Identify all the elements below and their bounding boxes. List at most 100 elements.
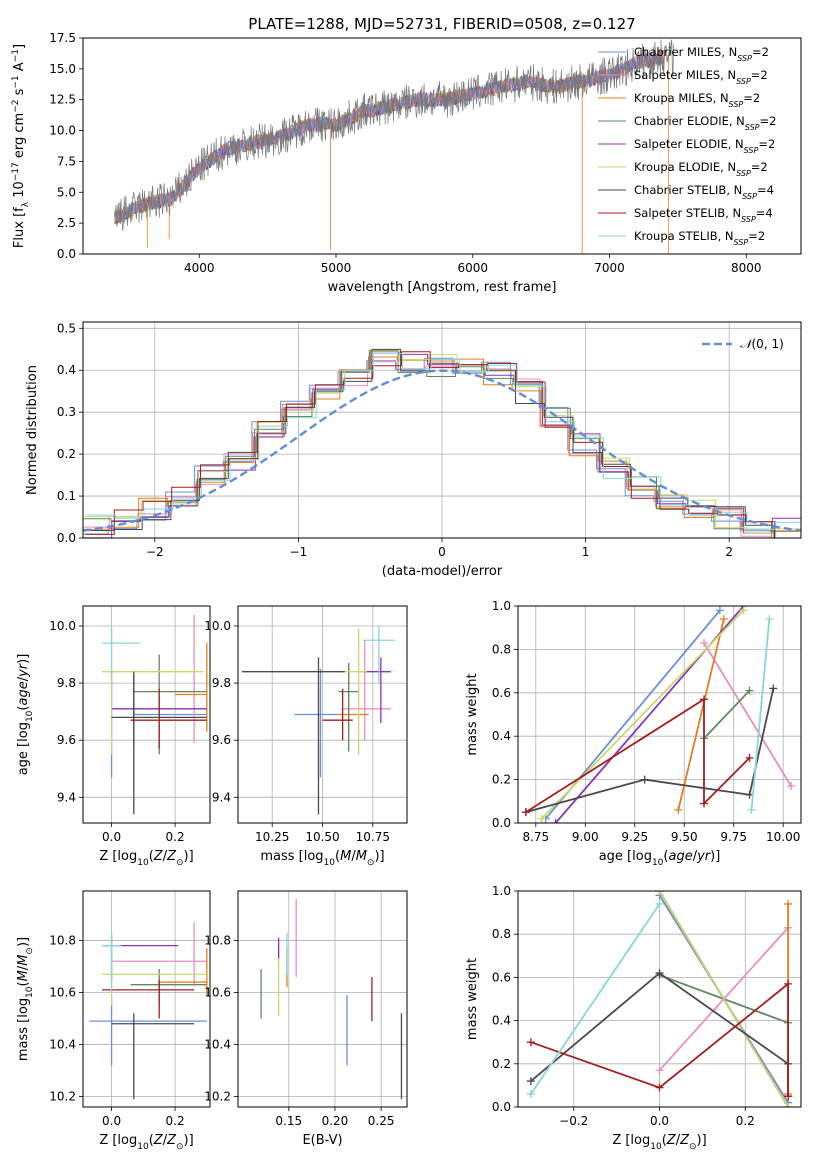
weight-marker: [784, 1103, 793, 1107]
y-tick-label: 0.2: [57, 447, 76, 461]
x-tick-label: 0.0: [102, 1114, 121, 1128]
y-tick-label: 9.6: [57, 733, 76, 747]
legend-label: Kroupa ELODIE, NSSP=2: [634, 160, 768, 178]
y-tick-label: 0.3: [57, 405, 76, 419]
x-tick-label: 10.00: [766, 830, 800, 844]
y-tick-label: 10.0: [204, 619, 231, 633]
x-tick-label: 1: [582, 545, 590, 559]
weight-marker: [747, 805, 756, 814]
y-tick-label: 10.0: [49, 124, 76, 138]
y-tick-label: 10.0: [49, 619, 76, 633]
histogram-lines: [83, 348, 801, 538]
y-tick-label: 15.0: [49, 62, 76, 76]
figure-title: PLATE=1288, MJD=52731, FIBERID=0508, z=0…: [248, 15, 635, 33]
panel-mass-vs-Z: 0.0 0.2 10.2 10.4 10.6 10.8 Z [log10(Z/Z⊙)] mas…: [16, 890, 211, 1152]
x-tick-label: −1: [290, 545, 308, 559]
y-tick-label: 7.5: [57, 154, 76, 168]
y-tick-label: 0.8: [492, 927, 511, 941]
weight-marker: [655, 891, 664, 895]
weight-lines: [521, 606, 796, 823]
weight-marker: [551, 819, 560, 823]
spectrum-data-line: [114, 39, 674, 231]
legend-label: Chabrier ELODIE, NSSP=2: [634, 114, 776, 132]
weight-marker: [537, 814, 546, 823]
axes-frame: [82, 605, 211, 824]
weight-marker: [655, 1066, 664, 1075]
panel-mass-vs-ebv: 0.15 0.20 0.25 10.2 10.4 10.6 10.8 E(B-V): [204, 890, 408, 1148]
panel-residuals: −2 −1 0 1 2 0.0 0.1 0.2 0.3 0.4 0.5 (data-model)/er…: [25, 321, 802, 579]
panel-weight-vs-Z: −0.2 0.0 0.2 0.0 0.2 0.4 0.6 0.8 1.0 Z [log10(Z/Z…: [465, 884, 802, 1152]
x-axis-label: (data-model)/error: [382, 564, 503, 579]
y-tick-label: 10.2: [49, 1090, 76, 1104]
x-tick-label: 0.25: [368, 1114, 395, 1128]
weight-marker: [715, 606, 724, 615]
weight-series-7: [530, 982, 789, 1097]
y-tick-label: 1.0: [492, 884, 511, 898]
gaussian-reference-curve: [83, 369, 801, 532]
y-tick-label: 0.6: [492, 686, 511, 700]
y-axis-label: Normed distribution: [25, 365, 40, 495]
panel-weight-vs-age: 8.75 9.00 9.25 9.50 9.75 10.00 0.0 0.2 0.4 0.6 0.8…: [465, 599, 802, 868]
y-axis-label: Flux [fλ 10−17 erg cm−2 s−1 A−1]: [11, 44, 31, 248]
x-tick-label: 0: [438, 545, 446, 559]
y-tick-label: 10.2: [204, 1090, 231, 1104]
histogram-series-6: [84, 348, 801, 538]
y-tick-label: 12.5: [49, 93, 76, 107]
y-tick-label: 2.5: [57, 216, 76, 230]
y-tick-label: 1.0: [492, 599, 511, 613]
legend-label: Salpeter STELIB, NSSP=4: [634, 206, 773, 224]
weight-marker: [784, 899, 793, 908]
axes-frame: [82, 890, 211, 1108]
y-tick-label: 10.4: [204, 1038, 231, 1052]
weight-series-5: [658, 891, 789, 1107]
y-axis-label: age [log10(age/yr)]: [16, 654, 35, 776]
x-tick-label: 4000: [184, 261, 215, 275]
y-tick-label: 10.6: [49, 985, 76, 999]
y-tick-label: 0.6: [492, 970, 511, 984]
y-tick-label: 0.5: [57, 321, 76, 335]
x-tick-label: 10.25: [255, 830, 289, 844]
weight-marker: [719, 615, 728, 624]
y-tick-label: 0.0: [492, 816, 511, 830]
panel-age-vs-mass: 10.25 10.50 10.75 9.4 9.6 9.8 10.0 mass [log10(…: [204, 605, 408, 868]
x-axis-label: age [log10(age/yr)]: [599, 849, 721, 868]
weight-marker: [655, 969, 664, 978]
weight-series-8: [750, 618, 771, 811]
y-axis-label: mass weight: [465, 673, 480, 755]
y-tick-label: 9.8: [57, 676, 76, 690]
x-axis-label: Z [log10(Z/Z⊙)]: [612, 1133, 706, 1152]
x-tick-label: 2: [725, 545, 733, 559]
x-tick-label: 8000: [731, 261, 762, 275]
y-tick-label: 0.4: [57, 363, 76, 377]
x-tick-label: −2: [146, 545, 164, 559]
axes-frame: [237, 890, 408, 1108]
y-tick-label: 9.6: [212, 733, 231, 747]
histogram-series-7: [85, 351, 801, 538]
weight-marker: [640, 775, 649, 784]
x-axis-label: E(B-V): [302, 1133, 342, 1148]
weight-marker: [769, 684, 778, 693]
weight-marker: [739, 606, 748, 615]
y-tick-label: 0.2: [492, 1057, 511, 1071]
y-tick-label: 10.8: [204, 933, 231, 947]
weight-marker: [674, 805, 683, 814]
weight-marker: [700, 638, 709, 647]
x-tick-label: 0.15: [275, 1114, 302, 1128]
y-tick-label: 10.8: [49, 933, 76, 947]
weight-marker: [784, 1092, 793, 1101]
errorbars: [102, 614, 208, 815]
x-tick-label: −0.2: [559, 1114, 588, 1128]
axes-frame: [517, 605, 802, 824]
weight-marker: [700, 695, 709, 704]
legend-label: 𝒩(0, 1): [740, 337, 784, 351]
y-tick-label: 0.4: [492, 729, 511, 743]
weight-series-6: [525, 688, 775, 813]
weight-marker: [526, 1077, 535, 1086]
x-tick-label: 5000: [321, 261, 352, 275]
y-tick-label: 9.4: [57, 790, 76, 804]
x-tick-label: 0.20: [322, 1114, 349, 1128]
x-tick-label: 6000: [457, 261, 488, 275]
y-tick-label: 5.0: [57, 185, 76, 199]
x-tick-label: 10.75: [356, 830, 390, 844]
